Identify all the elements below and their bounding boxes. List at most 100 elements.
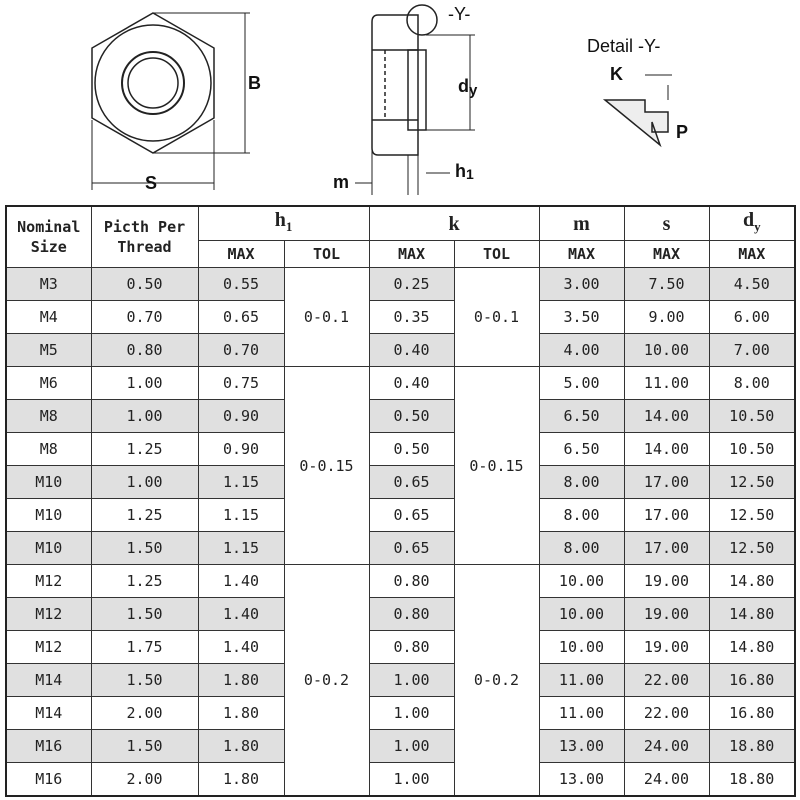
cell: 5.00	[538, 366, 625, 400]
data-row: M16 2.00 1.80 1.00 13.00 24.00 18.80	[5, 762, 796, 797]
data-row: M12 1.50 1.40 0.80 10.00 19.00 14.80	[5, 597, 796, 631]
cell: 0.80	[368, 564, 455, 598]
label-m: m	[333, 172, 349, 192]
cell: 1.00	[368, 729, 455, 763]
data-row: M14 2.00 1.80 1.00 11.00 22.00 16.80	[5, 696, 796, 730]
cell: 11.00	[538, 663, 625, 697]
side-outline	[371, 14, 419, 156]
cell: 0.55	[197, 267, 285, 301]
cell: 0.70	[90, 300, 199, 334]
cell: 1.00	[368, 663, 455, 697]
cell: 10.50	[708, 399, 796, 433]
label-s: S	[145, 173, 157, 193]
data-row: M14 1.50 1.80 1.00 11.00 22.00 16.80	[5, 663, 796, 697]
subheader: MAX	[197, 240, 285, 268]
cell: M3	[5, 267, 92, 301]
data-row: M8 1.25 0.90 0.50 6.50 14.00 10.50	[5, 432, 796, 466]
cell: 8.00	[708, 366, 796, 400]
tol-cell: 0-0.15	[283, 366, 370, 565]
label-h1: h1	[455, 161, 474, 182]
tol-cell: 0-0.15	[453, 366, 540, 565]
subheader-row: MAX TOL MAX TOL MAX MAX MAX	[6, 240, 796, 268]
cell: 0.70	[197, 333, 285, 367]
cell: 1.40	[197, 597, 285, 631]
subheader: TOL	[453, 240, 540, 268]
cell: M10	[5, 498, 92, 532]
cell: 1.80	[197, 729, 285, 763]
header-row: Nominal Size Picth Per Thread h1 k m s dy	[5, 205, 796, 268]
cell: 0.40	[368, 366, 455, 400]
cell: 24.00	[623, 762, 710, 797]
subheader: MAX	[538, 240, 625, 268]
cell: M16	[5, 762, 92, 797]
label-p: P	[676, 122, 688, 142]
cell: 0.75	[197, 366, 285, 400]
cell: 16.80	[708, 663, 796, 697]
cell: 1.25	[90, 432, 199, 466]
cell: 19.00	[623, 630, 710, 664]
cell: 22.00	[623, 663, 710, 697]
detail-profile	[602, 99, 669, 148]
data-row: M8 1.00 0.90 0.50 6.50 14.00 10.50	[5, 399, 796, 433]
cell: 6.50	[538, 432, 625, 466]
cell: 1.00	[90, 366, 199, 400]
column-header: Nominal Size	[5, 205, 92, 268]
data-row: M10 1.25 1.15 0.65 8.00 17.00 12.50	[5, 498, 796, 532]
cell: 12.50	[708, 531, 796, 565]
cell: 2.00	[90, 696, 199, 730]
cell: M16	[5, 729, 92, 763]
data-row: M4 0.70 0.65 0.35 3.50 9.00 6.00	[5, 300, 796, 334]
cell: 17.00	[623, 531, 710, 565]
cell: 0.50	[368, 399, 455, 433]
cell: 14.80	[708, 597, 796, 631]
subheader: MAX	[708, 240, 796, 268]
cell: 3.00	[538, 267, 625, 301]
cell: 0.80	[368, 597, 455, 631]
cell: 14.00	[623, 432, 710, 466]
cell: 4.00	[538, 333, 625, 367]
data-row: M12 1.75 1.40 0.80 10.00 19.00 14.80	[5, 630, 796, 664]
cell: M10	[5, 465, 92, 499]
cell: 0.65	[197, 300, 285, 334]
cell: 14.80	[708, 564, 796, 598]
cell: 9.00	[623, 300, 710, 334]
data-row: M16 1.50 1.80 1.00 13.00 24.00 18.80	[5, 729, 796, 763]
cell: 1.15	[197, 531, 285, 565]
data-row: M10 1.50 1.15 0.65 8.00 17.00 12.50	[5, 531, 796, 565]
cell: 6.00	[708, 300, 796, 334]
cell: 0.50	[368, 432, 455, 466]
cell: 11.00	[538, 696, 625, 730]
label-k: K	[610, 64, 623, 84]
cell: M12	[5, 564, 92, 598]
cell: 13.00	[538, 762, 625, 797]
cell: 1.50	[90, 531, 199, 565]
data-row: M6 1.00 0.75 0-0.15 0.40 0-0.15 5.00 11.00 8.00	[5, 366, 796, 565]
cell: 1.80	[197, 696, 285, 730]
cell: M6	[5, 366, 92, 400]
cell: 3.50	[538, 300, 625, 334]
cell: 1.80	[197, 762, 285, 797]
cell: 0.90	[197, 432, 285, 466]
cell: 1.00	[90, 399, 199, 433]
cell: 17.00	[623, 498, 710, 532]
cell: 1.00	[90, 465, 199, 499]
data-row: M5 0.80 0.70 0.40 4.00 10.00 7.00	[5, 333, 796, 367]
data-row: M10 1.00 1.15 0.65 8.00 17.00 12.50	[5, 465, 796, 499]
cell: 12.50	[708, 465, 796, 499]
column-header: s	[623, 205, 710, 241]
cell: M10	[5, 531, 92, 565]
cell: 1.00	[368, 696, 455, 730]
cell: M8	[5, 432, 92, 466]
tol-cell: 0-0.1	[453, 267, 540, 367]
column-header: m	[538, 205, 625, 241]
cell: 16.80	[708, 696, 796, 730]
cell: 1.25	[90, 564, 199, 598]
cell: 1.80	[197, 663, 285, 697]
diagram: B S -Y- dy m h1 Detail -Y- K P	[91, 4, 688, 195]
cell: 10.00	[538, 597, 625, 631]
tol-cell: 0-0.1	[283, 267, 370, 367]
cell: 0.65	[368, 465, 455, 499]
tol-cell: 0-0.2	[453, 564, 540, 797]
cell: 1.00	[368, 762, 455, 797]
